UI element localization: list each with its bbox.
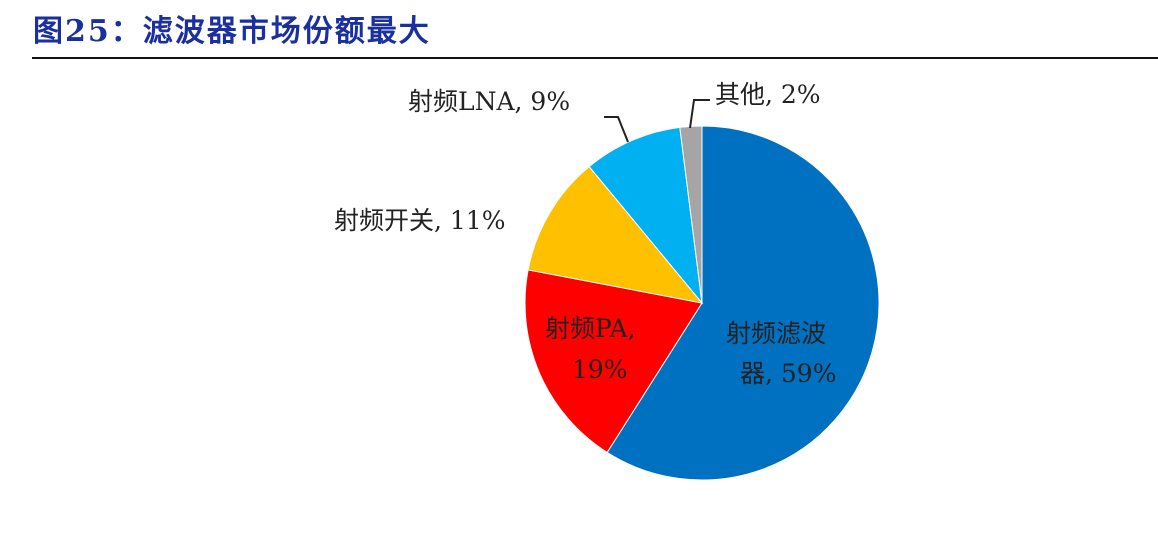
leader-line-other	[689, 99, 710, 129]
pie-slice-2	[527, 165, 704, 304]
label-other: 其他, 2%	[715, 80, 821, 109]
label-pa-line2: 19%	[572, 355, 628, 384]
label-filter-line2: 器, 59%	[740, 359, 836, 388]
label-filter-line1: 射频滤波	[726, 319, 826, 348]
leader-line-lna	[604, 116, 629, 143]
pie-slice-1	[524, 269, 703, 454]
pie-slice-0	[606, 125, 880, 481]
label-lna: 射频LNA, 9%	[408, 87, 570, 116]
label-pa-line1: 射频PA,	[545, 314, 636, 343]
pie-slice-3	[588, 126, 703, 305]
label-switch: 射频开关, 11%	[334, 206, 505, 235]
title-divider	[32, 57, 1158, 59]
figure-title: 图25：滤波器市场份额最大	[33, 14, 431, 49]
